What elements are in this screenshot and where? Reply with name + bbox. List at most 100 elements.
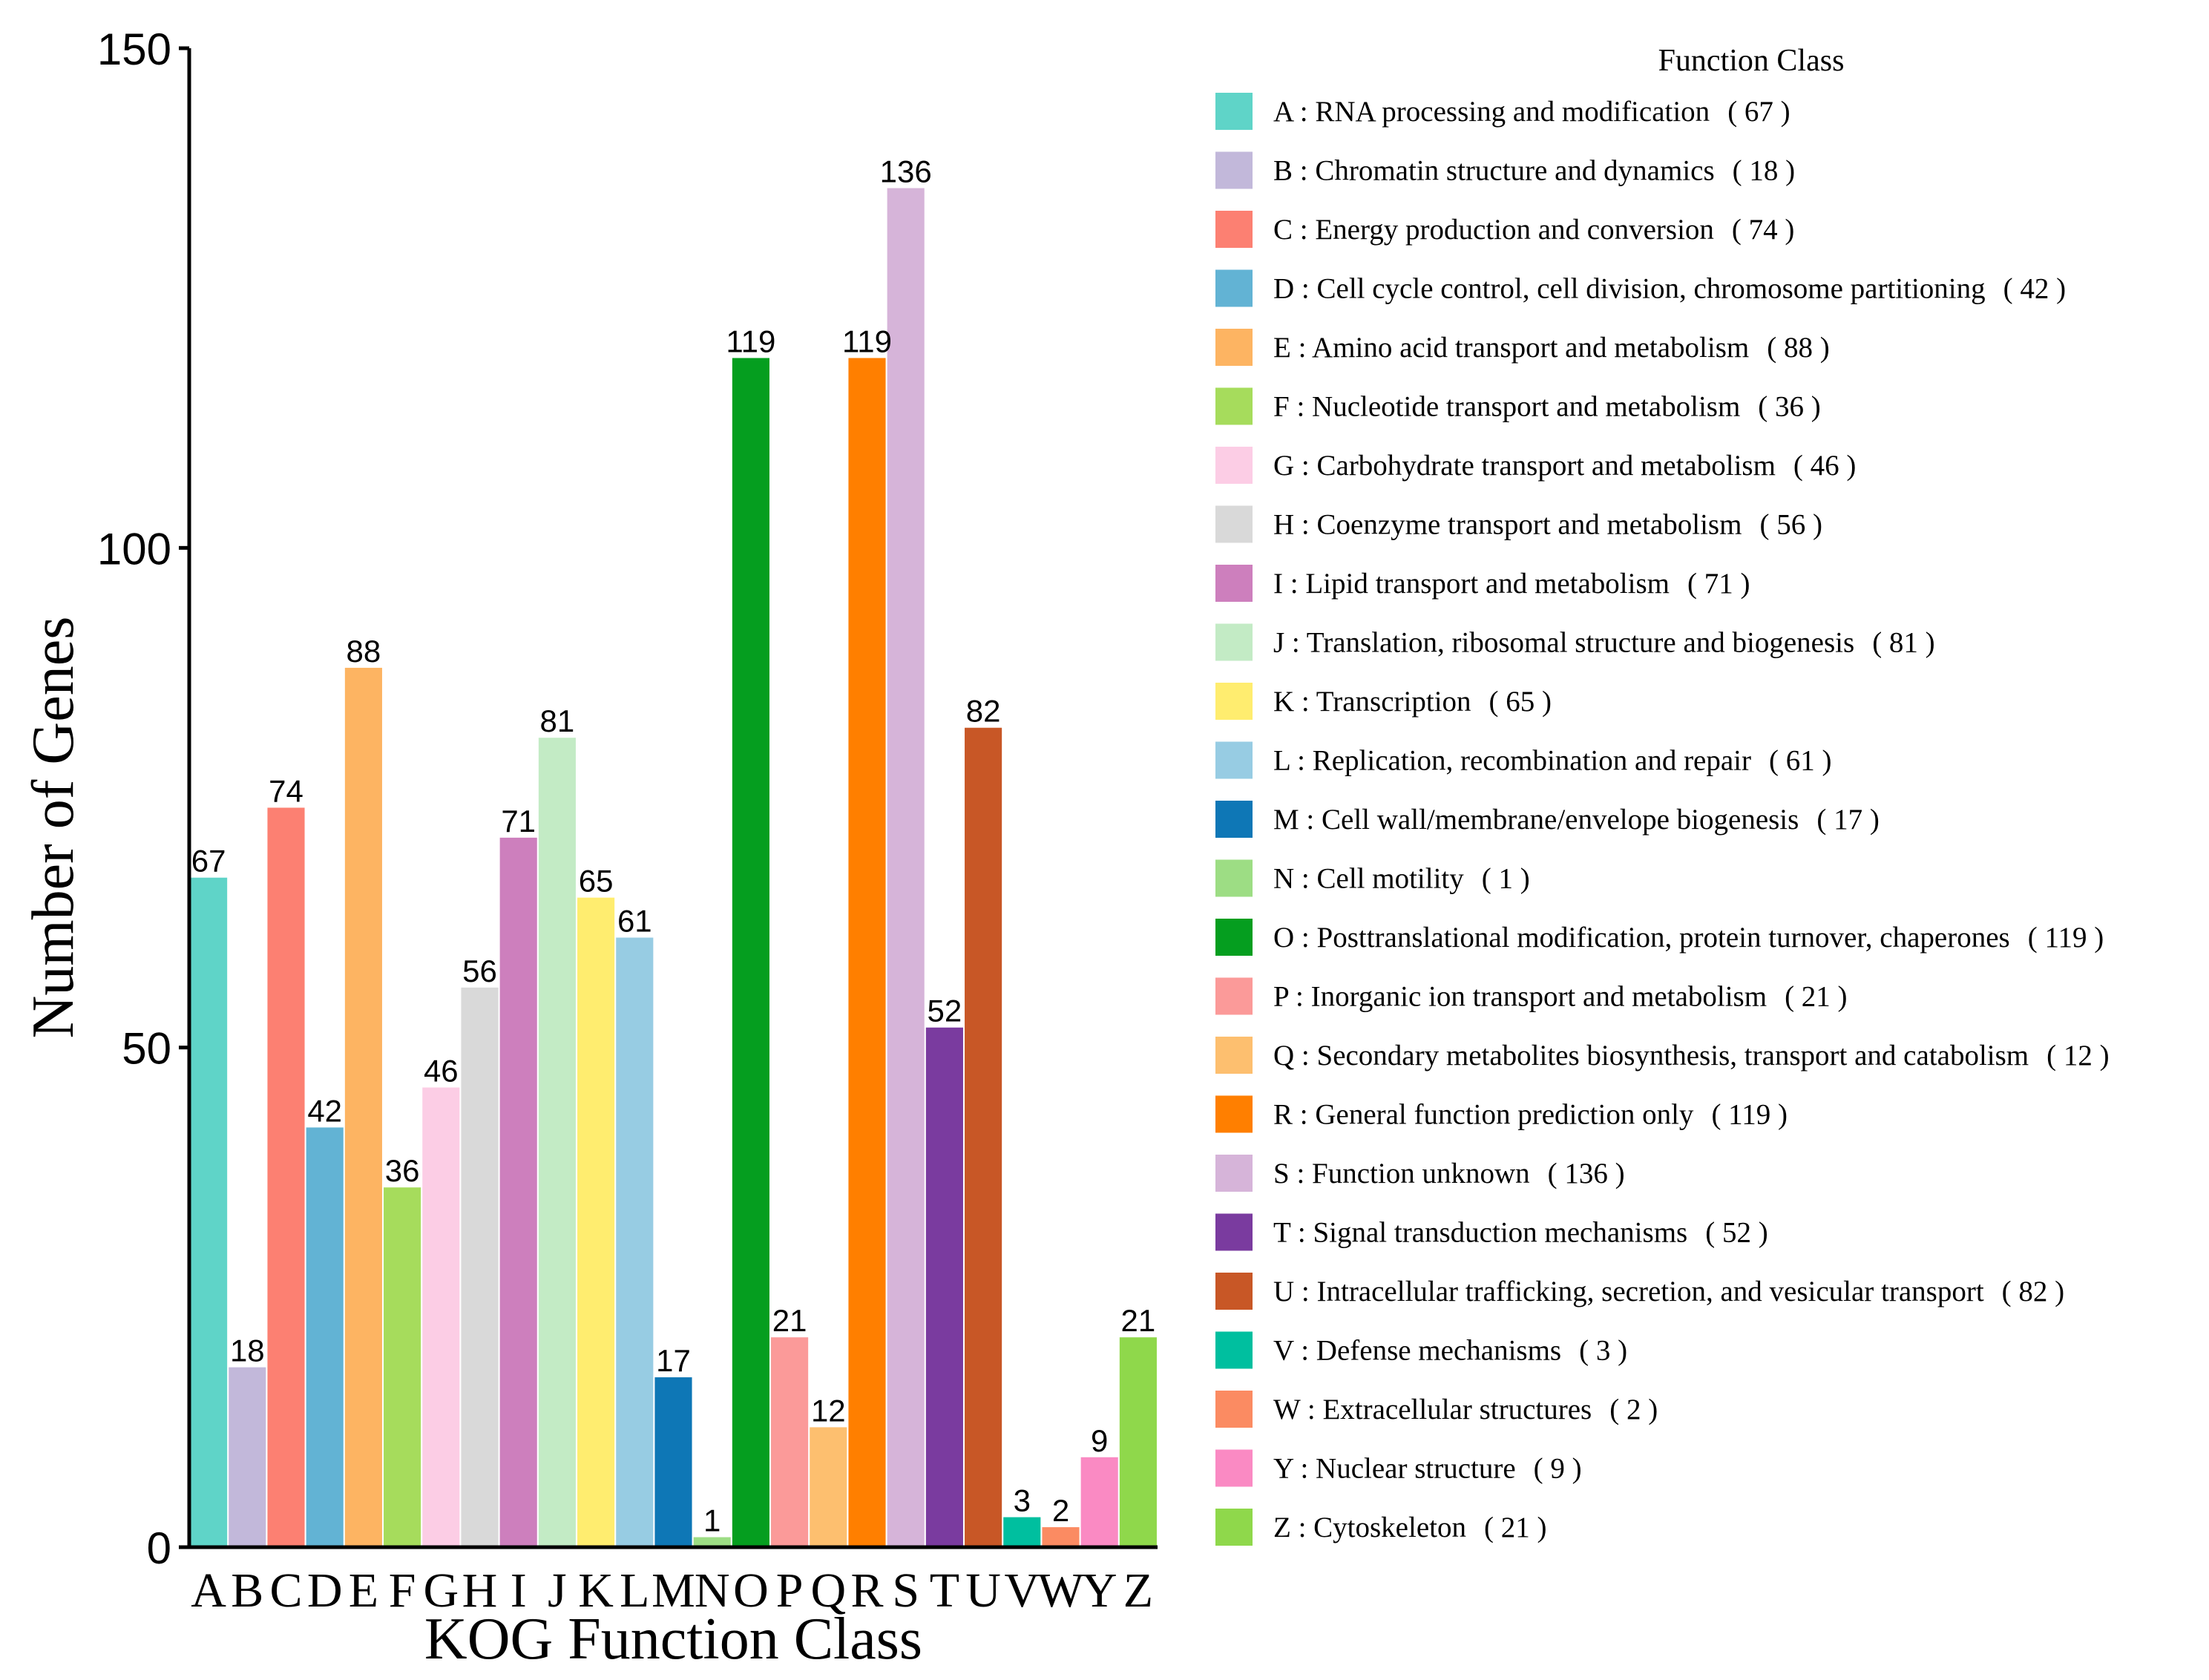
bar-I (499, 837, 537, 1547)
legend-description: C : Energy production and conversion (1273, 214, 1714, 246)
bar-L (616, 937, 654, 1547)
legend-count: ( 52 ) (1705, 1217, 1767, 1249)
legend-swatch-U (1215, 1273, 1253, 1310)
bar-T (925, 1027, 963, 1547)
legend-label-S: S : Function unknown ( 136 ) (1273, 1158, 1625, 1190)
legend-description: Z : Cytoskeleton (1273, 1512, 1466, 1543)
y-tick-label-50: 50 (122, 1024, 171, 1074)
legend-description: O : Posttranslational modification, prot… (1273, 922, 2010, 954)
bar-U (965, 727, 1002, 1547)
x-tick-label-B: B (231, 1563, 263, 1618)
x-tick-label-V: V (1004, 1563, 1040, 1618)
bar-P (771, 1337, 809, 1547)
legend-label-I: I : Lipid transport and metabolism ( 71 ) (1273, 568, 1750, 600)
value-label-N: 1 (703, 1503, 721, 1538)
legend-swatch-W (1215, 1391, 1253, 1428)
x-tick-label-D: D (307, 1563, 343, 1618)
legend-count: ( 65 ) (1489, 686, 1552, 718)
legend-description: H : Coenzyme transport and metabolism (1273, 509, 1742, 541)
bar-O (732, 358, 769, 1547)
legend-count: ( 119 ) (1711, 1099, 1788, 1131)
axes-group (187, 48, 1158, 1549)
legend-swatch-D (1215, 269, 1253, 307)
x-tick-label-N: N (695, 1563, 730, 1618)
bar-J (538, 738, 576, 1548)
bar-A (190, 877, 228, 1547)
x-tick-label-O: O (733, 1563, 769, 1618)
legend-swatch-T (1215, 1213, 1253, 1251)
legend-label-K: K : Transcription ( 65 ) (1273, 686, 1552, 718)
bar-W (1042, 1527, 1080, 1547)
x-tick-label-E: E (349, 1563, 378, 1618)
x-tick-label-R: R (850, 1563, 883, 1618)
bar-K (577, 897, 615, 1547)
legend-swatch-L (1215, 741, 1253, 779)
legend-label-U: U : Intracellular trafficking, secretion… (1273, 1276, 2064, 1307)
y-tick-label-150: 150 (97, 24, 171, 74)
y-tick-label-0: 0 (147, 1523, 171, 1573)
legend-count: ( 3 ) (1579, 1335, 1627, 1367)
legend-item-T: T : Signal transduction mechanisms ( 52 ) (1215, 1213, 1768, 1251)
x-tick-label-I: I (511, 1563, 527, 1618)
legend-item-O: O : Posttranslational modification, prot… (1215, 919, 2104, 956)
legend-item-D: D : Cell cycle control, cell division, c… (1215, 269, 2066, 307)
legend-item-H: H : Coenzyme transport and metabolism ( 5… (1215, 505, 1822, 543)
legend-label-M: M : Cell wall/membrane/envelope biogenes… (1273, 804, 1880, 836)
x-tick-label-G: G (423, 1563, 459, 1618)
legend-description: E : Amino acid transport and metabolism (1273, 332, 1749, 364)
legend-item-G: G : Carbohydrate transport and metabolis… (1215, 447, 1856, 484)
legend-item-E: E : Amino acid transport and metabolism (… (1215, 329, 1830, 366)
x-tick-label-L: L (620, 1563, 649, 1618)
x-tick-label-M: M (651, 1563, 695, 1618)
legend-item-R: R : General function prediction only ( 11… (1215, 1095, 1788, 1133)
value-label-F: 36 (385, 1153, 420, 1188)
legend-swatch-V (1215, 1331, 1253, 1369)
legend-label-T: T : Signal transduction mechanisms ( 52 ) (1273, 1217, 1768, 1249)
legend-label-N: N : Cell motility ( 1 ) (1273, 863, 1530, 895)
value-label-D: 42 (307, 1093, 342, 1128)
value-label-J: 81 (540, 703, 575, 738)
legend-description: U : Intracellular trafficking, secretion… (1273, 1276, 1984, 1307)
legend-count: ( 74 ) (1732, 214, 1794, 246)
value-label-R: 119 (842, 324, 892, 358)
legend-description: J : Translation, ribosomal structure and… (1273, 627, 1854, 659)
legend-description: Y : Nuclear structure (1273, 1453, 1516, 1485)
bar-B (229, 1367, 266, 1547)
legend-description: P : Inorganic ion transport and metaboli… (1273, 981, 1767, 1013)
value-label-G: 46 (424, 1054, 459, 1089)
x-tick-label-C: C (269, 1563, 302, 1618)
legend-swatch-C (1215, 211, 1253, 248)
legend-label-G: G : Carbohydrate transport and metabolis… (1273, 450, 1856, 482)
x-tick-label-Q: Q (810, 1563, 846, 1618)
legend-item-U: U : Intracellular trafficking, secretion… (1215, 1273, 2064, 1310)
legend-label-C: C : Energy production and conversion ( 74… (1273, 214, 1794, 246)
legend-count: ( 1 ) (1482, 863, 1530, 895)
value-label-Y: 9 (1091, 1423, 1108, 1458)
legend-swatch-F (1215, 387, 1253, 425)
legend-item-Z: Z : Cytoskeleton ( 21 ) (1215, 1509, 1546, 1546)
legend-swatch-P (1215, 977, 1253, 1015)
legend-count: ( 9 ) (1534, 1453, 1582, 1485)
legend-swatch-E (1215, 329, 1253, 366)
legend-count: ( 88 ) (1767, 332, 1829, 364)
legend-label-R: R : General function prediction only ( 11… (1273, 1099, 1788, 1131)
y-axis-title: Number of Genes (21, 617, 86, 1039)
value-label-T: 52 (928, 994, 962, 1028)
legend-swatch-S (1215, 1155, 1253, 1192)
legend-description: D : Cell cycle control, cell division, c… (1273, 273, 1986, 305)
legend-count: ( 18 ) (1733, 155, 1795, 187)
x-tick-labels-group: A B C D E F G H I J K L M N O P Q R S T U VWY Z (191, 1563, 1153, 1618)
legend-item-Q: Q : Secondary metabolites biosynthesis, … (1215, 1037, 2110, 1074)
bar-H (461, 987, 499, 1547)
legend-label-L: L : Replication, recombination and repai… (1273, 745, 1831, 777)
legend-count: ( 82 ) (2002, 1276, 2064, 1307)
bar-D (306, 1127, 344, 1547)
legend-label-Y: Y : Nuclear structure ( 9 ) (1273, 1453, 1582, 1485)
y-ticks-group: 0 50 100 150 (97, 24, 189, 1573)
legend-swatch-Y (1215, 1449, 1253, 1487)
bar-Z (1119, 1337, 1157, 1547)
bar-M (654, 1377, 692, 1547)
x-tick-label-Y: Y (1082, 1563, 1117, 1618)
bar-S (887, 188, 925, 1548)
